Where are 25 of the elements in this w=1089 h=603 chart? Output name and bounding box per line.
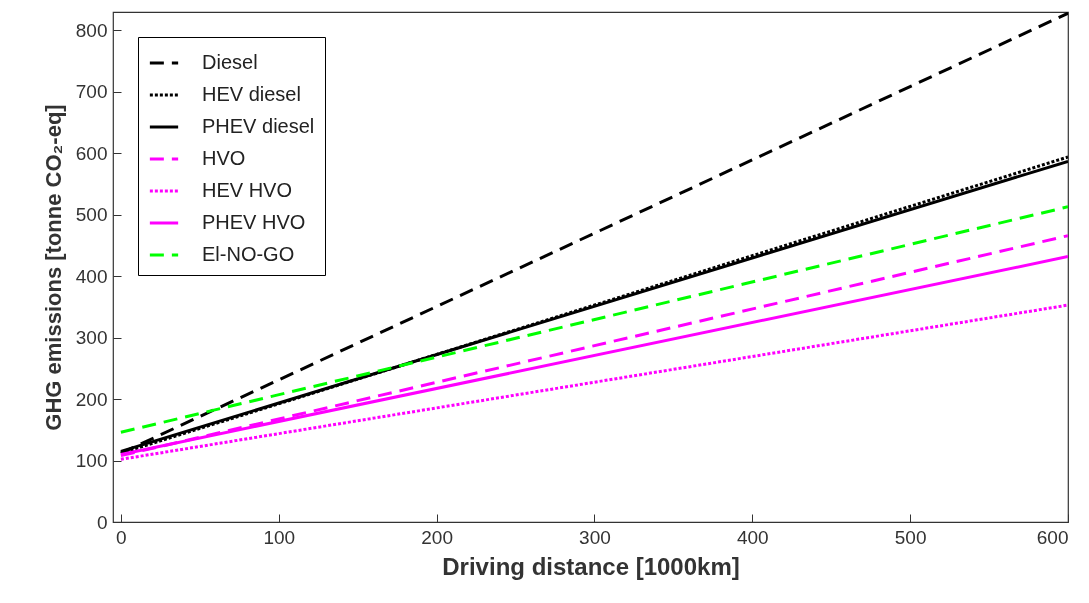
legend-label: HEV HVO (202, 179, 293, 201)
x-axis-title: Driving distance [1000km] (442, 552, 740, 580)
y-axis-title: GHG emissions [tonne CO₂-eq] (40, 104, 66, 431)
y-tick-label: 0 (96, 511, 108, 533)
x-tick-label: 600 (1036, 526, 1069, 548)
x-tick-label: 300 (579, 526, 611, 548)
legend-label: El-NO-GO (202, 243, 295, 265)
legend-label: PHEV diesel (202, 115, 315, 137)
legend-label: Diesel (202, 51, 258, 73)
y-tick-label: 300 (75, 327, 108, 349)
x-tick-label: 100 (263, 526, 296, 548)
legend-label: PHEV HVO (202, 211, 306, 233)
y-tick-label: 100 (75, 450, 108, 472)
y-tick-label: 400 (75, 265, 108, 287)
legend-label: HVO (202, 147, 246, 169)
x-tick-label: 400 (736, 526, 769, 548)
x-tick-label: 0 (116, 526, 127, 548)
x-tick-label: 200 (421, 526, 453, 548)
y-tick-label: 600 (75, 142, 108, 164)
x-tick-label: 500 (894, 526, 927, 548)
y-tick-label: 200 (75, 388, 108, 410)
y-tick-label: 500 (75, 204, 108, 226)
y-tick-label: 800 (75, 19, 108, 41)
y-tick-label: 700 (75, 81, 108, 103)
legend-label: HEV diesel (202, 83, 301, 105)
